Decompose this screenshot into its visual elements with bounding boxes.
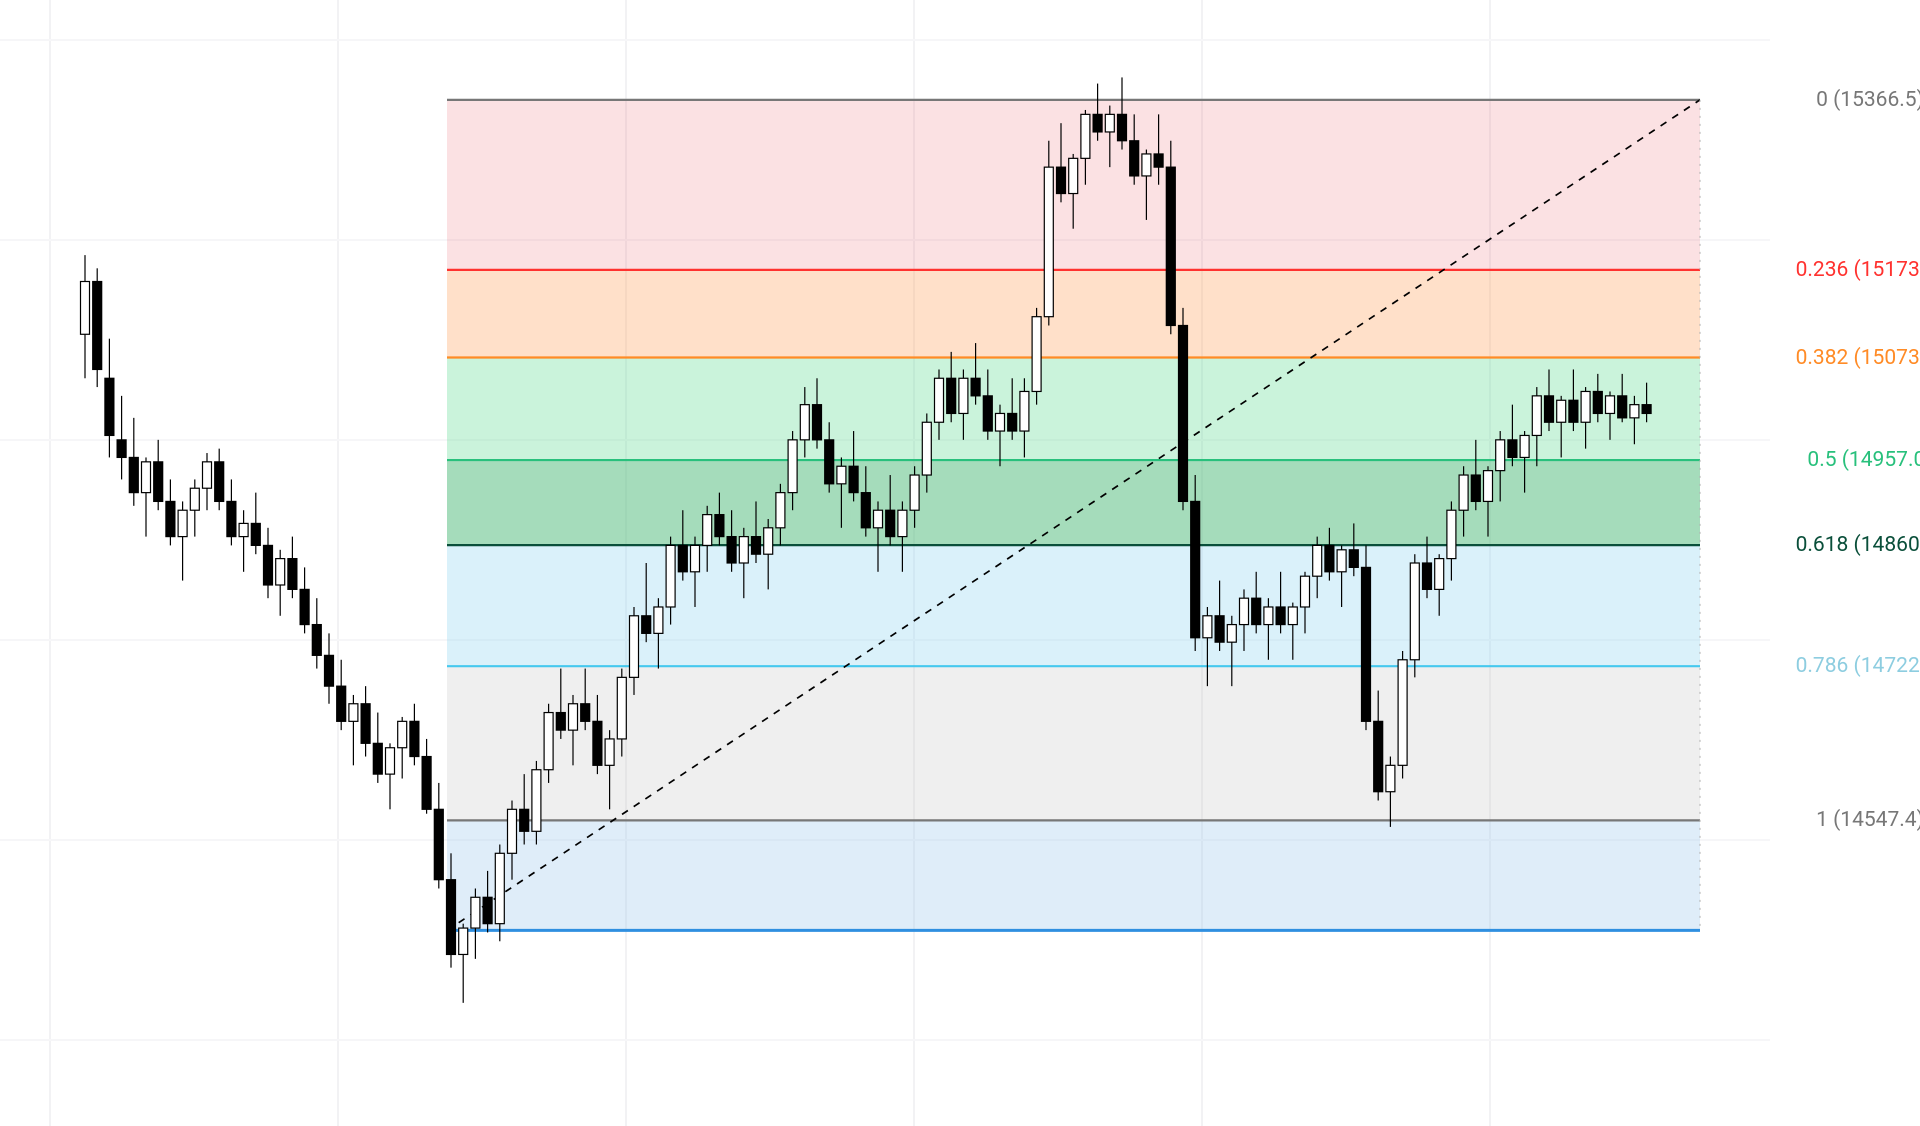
fib-level-label: 0.236 (15173.2) xyxy=(1796,258,1920,282)
fibonacci-candlestick-chart[interactable]: 0 (15366.5) 0.236 (15173.2) 0.382 (15073.6… xyxy=(0,0,1920,1126)
fib-level-label: 0.786 (14722.7) xyxy=(1796,654,1920,678)
fib-level-label: 0.382 (15073.6) xyxy=(1796,346,1920,370)
fib-level-label: 0 (15366.5) xyxy=(1816,88,1920,112)
fib-level-label: 0.618 (14860.3) xyxy=(1796,533,1920,557)
fib-level-label: 0.5 (14957.0) xyxy=(1807,448,1920,472)
fib-level-label: 1 (14547.4) xyxy=(1816,808,1920,832)
